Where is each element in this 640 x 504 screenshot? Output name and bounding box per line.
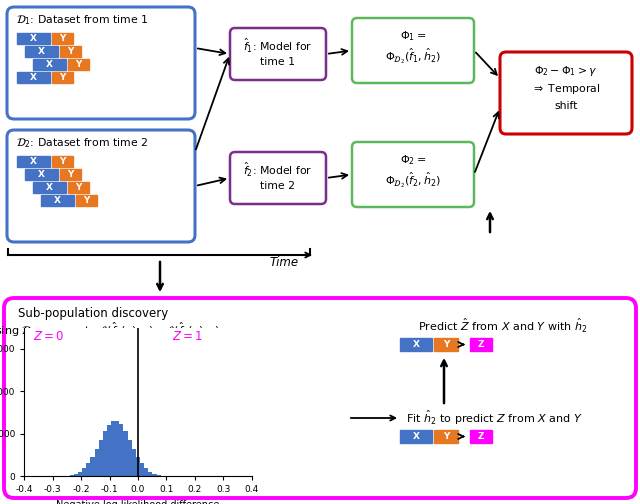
Bar: [74, 474, 78, 476]
Text: Y: Y: [443, 340, 449, 349]
Text: Y: Y: [59, 73, 65, 82]
Text: $Z = 0$: $Z = 0$: [33, 330, 64, 343]
Bar: [470, 430, 492, 443]
FancyBboxPatch shape: [7, 130, 195, 242]
Bar: [99, 439, 103, 476]
Text: Using $\mathcal{D}_2$ , compute $\mathcal{L}(\hat{f}_1(x), y) - \mathcal{L}(\hat: Using $\mathcal{D}_2$ , compute $\mathca…: [0, 321, 221, 339]
Bar: [60, 169, 81, 180]
Text: $\Phi_1 =$: $\Phi_1 =$: [400, 29, 426, 43]
Bar: [90, 457, 95, 476]
X-axis label: Negative log likelihood difference: Negative log likelihood difference: [56, 500, 220, 504]
Bar: [68, 59, 88, 70]
Text: Y: Y: [83, 196, 90, 205]
Bar: [132, 449, 136, 476]
FancyBboxPatch shape: [230, 152, 326, 204]
FancyBboxPatch shape: [4, 298, 636, 498]
Bar: [70, 475, 74, 476]
Bar: [434, 338, 458, 351]
Bar: [76, 195, 97, 206]
Bar: [52, 156, 72, 167]
FancyBboxPatch shape: [500, 52, 632, 134]
Text: Sub-population discovery: Sub-population discovery: [18, 306, 168, 320]
Text: X: X: [38, 47, 45, 56]
Text: $\hat{f}_1$: Model for: $\hat{f}_1$: Model for: [243, 37, 313, 55]
Bar: [17, 33, 50, 44]
Bar: [95, 449, 99, 476]
Text: X: X: [38, 170, 45, 179]
Bar: [86, 463, 90, 476]
Bar: [124, 431, 127, 476]
Bar: [82, 468, 86, 476]
Text: Time: Time: [270, 256, 299, 269]
Text: Fit $\hat{h}_2$ to predict $Z$ from $X$ and $Y$: Fit $\hat{h}_2$ to predict $Z$ from $X$ …: [406, 409, 582, 427]
Text: time 2: time 2: [260, 181, 296, 191]
Bar: [111, 421, 115, 476]
Bar: [152, 474, 157, 476]
Bar: [33, 59, 66, 70]
Bar: [60, 46, 81, 57]
Bar: [17, 72, 50, 83]
Text: $\hat{f}_2$: Model for: $\hat{f}_2$: Model for: [243, 161, 313, 179]
Bar: [157, 475, 161, 476]
Text: Predict $\hat{Z}$ from $X$ and $Y$ with $\hat{h}_2$: Predict $\hat{Z}$ from $X$ and $Y$ with …: [418, 317, 588, 335]
Bar: [127, 440, 132, 476]
Bar: [434, 430, 458, 443]
FancyBboxPatch shape: [7, 7, 195, 119]
Bar: [25, 169, 58, 180]
Text: Y: Y: [67, 170, 74, 179]
FancyBboxPatch shape: [352, 18, 474, 83]
Bar: [52, 72, 72, 83]
Text: $Z = 1$: $Z = 1$: [172, 330, 203, 343]
Bar: [115, 421, 119, 476]
Bar: [41, 195, 74, 206]
Text: Y: Y: [59, 34, 65, 43]
Text: Y: Y: [67, 47, 74, 56]
FancyBboxPatch shape: [352, 142, 474, 207]
Text: Y: Y: [443, 432, 449, 441]
Bar: [136, 457, 140, 476]
Text: X: X: [46, 183, 53, 192]
Bar: [400, 430, 432, 443]
Text: X: X: [54, 196, 61, 205]
Text: time 1: time 1: [260, 57, 296, 67]
Bar: [140, 463, 144, 476]
Text: X: X: [30, 34, 37, 43]
Bar: [25, 46, 58, 57]
Text: Z: Z: [477, 432, 484, 441]
Text: Z: Z: [477, 340, 484, 349]
Text: $\Phi_2 - \Phi_1 > \gamma$: $\Phi_2 - \Phi_1 > \gamma$: [534, 64, 598, 78]
Bar: [68, 182, 88, 193]
Text: X: X: [413, 340, 419, 349]
Text: X: X: [413, 432, 419, 441]
Bar: [400, 338, 432, 351]
Bar: [119, 424, 124, 476]
Text: $\Phi_2 =$: $\Phi_2 =$: [400, 153, 426, 167]
Bar: [78, 472, 82, 476]
Bar: [148, 472, 152, 476]
Text: $\Rightarrow$ Temporal: $\Rightarrow$ Temporal: [531, 82, 601, 96]
Text: Y: Y: [75, 60, 81, 69]
Text: X: X: [46, 60, 53, 69]
Bar: [103, 431, 107, 476]
Text: X: X: [30, 157, 37, 166]
Text: Y: Y: [75, 183, 81, 192]
Text: X: X: [30, 73, 37, 82]
Bar: [52, 33, 72, 44]
Bar: [33, 182, 66, 193]
Bar: [470, 338, 492, 351]
Text: $\Phi_{\mathcal{D}_2}(\hat{f}_2, \hat{h}_2)$: $\Phi_{\mathcal{D}_2}(\hat{f}_2, \hat{h}…: [385, 170, 441, 190]
Text: $\mathcal{D}_1$: Dataset from time 1: $\mathcal{D}_1$: Dataset from time 1: [16, 13, 148, 27]
Bar: [17, 156, 50, 167]
Text: shift: shift: [554, 101, 578, 111]
Text: $\mathcal{D}_2$: Dataset from time 2: $\mathcal{D}_2$: Dataset from time 2: [16, 136, 148, 150]
Bar: [144, 468, 148, 476]
Text: Y: Y: [59, 157, 65, 166]
Text: $\Phi_{\mathcal{D}_2}(\hat{f}_1, \hat{h}_2)$: $\Phi_{\mathcal{D}_2}(\hat{f}_1, \hat{h}…: [385, 46, 441, 66]
FancyBboxPatch shape: [230, 28, 326, 80]
Bar: [107, 425, 111, 476]
